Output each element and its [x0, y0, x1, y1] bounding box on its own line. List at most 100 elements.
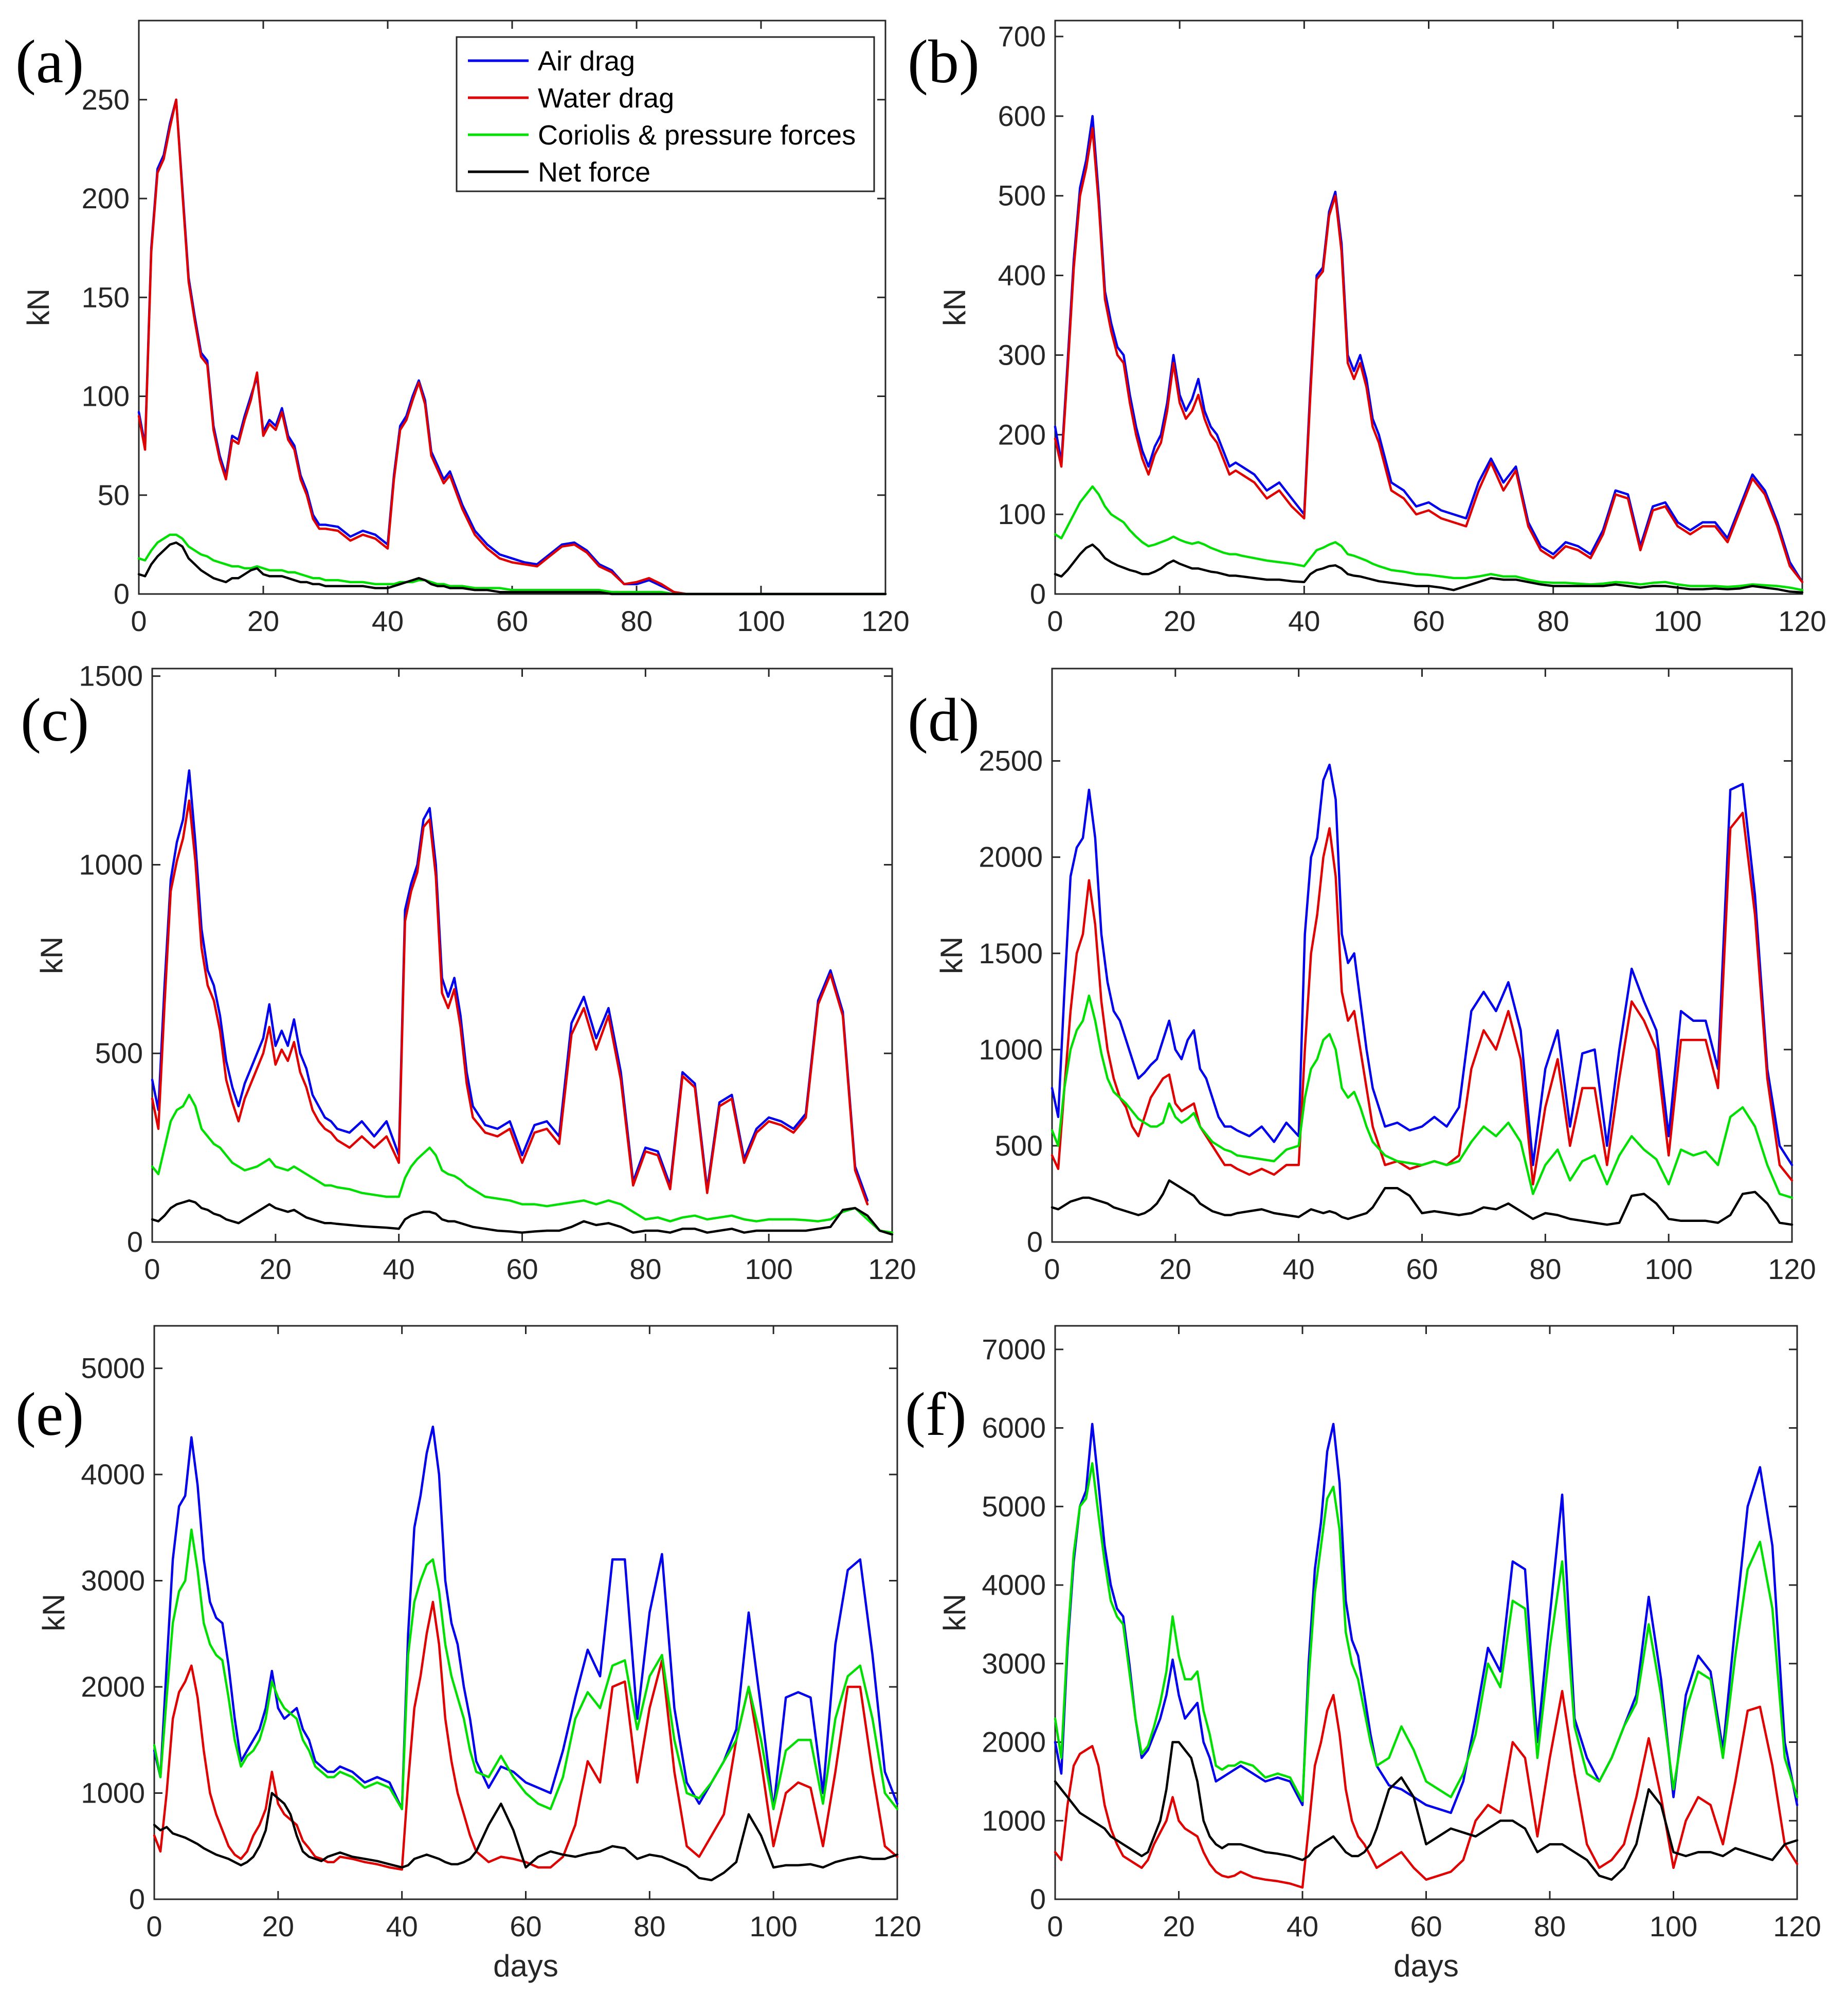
series-coriolis-line [151, 1093, 894, 1234]
series-air-line [151, 769, 869, 1202]
y-tick-label: 700 [998, 20, 1046, 52]
panel-label: (b) [908, 27, 980, 96]
legend-entry: Net force [538, 157, 650, 188]
x-tick-label: 80 [1537, 605, 1569, 637]
series-water-line [151, 799, 869, 1205]
x-tick-label: 20 [1164, 605, 1196, 637]
y-tick-label: 1000 [979, 1033, 1043, 1066]
y-tick-label: 250 [82, 83, 130, 116]
y-tick-label: 4000 [982, 1569, 1046, 1601]
x-tick-label: 100 [1654, 605, 1701, 637]
y-tick-label: 500 [995, 1129, 1043, 1162]
x-tick-label: 120 [868, 1253, 916, 1285]
panel-label: (c) [21, 686, 89, 754]
x-tick-label: 40 [1287, 1910, 1318, 1942]
y-tick-label: 200 [82, 182, 130, 214]
x-tick-label: 80 [629, 1253, 661, 1285]
series-coriolis-line [1054, 1462, 1799, 1803]
x-tick-label: 100 [737, 605, 785, 637]
x-tick-label: 20 [247, 605, 279, 637]
axes-frame [153, 1325, 898, 1900]
panel-label: (f) [905, 1380, 967, 1448]
panel-label: (e) [15, 1380, 84, 1448]
y-axis-label: kN [937, 1594, 972, 1631]
y-tick-label: 100 [82, 380, 130, 412]
series-water-line [1054, 127, 1804, 584]
y-axis-label: kN [937, 289, 972, 326]
y-tick-label: 3000 [982, 1647, 1046, 1680]
series-coriolis-line [137, 533, 887, 596]
x-axis-label: days [1393, 1949, 1459, 1983]
x-tick-label: 80 [633, 1910, 665, 1942]
x-tick-label: 0 [1044, 1253, 1060, 1285]
y-tick-label: 0 [114, 578, 130, 610]
y-tick-label: 500 [998, 179, 1046, 212]
y-tick-label: 5000 [982, 1490, 1046, 1522]
x-tick-label: 60 [506, 1253, 538, 1285]
y-tick-label: 300 [998, 338, 1046, 371]
y-tick-label: 0 [1030, 578, 1046, 610]
series-net-line [1054, 1741, 1799, 1881]
series-water-line [137, 98, 887, 596]
y-axis-label: kN [34, 937, 69, 974]
y-tick-label: 1000 [982, 1804, 1046, 1837]
y-tick-label: 3000 [81, 1564, 145, 1597]
series-coriolis-line [1054, 485, 1804, 591]
panel-d: 0 20 40 60 80 100 120 0 500 1000 1500 2000 2500 kN [934, 668, 1816, 1285]
axes-frame [1054, 1325, 1798, 1900]
x-tick-label: 120 [1773, 1910, 1821, 1942]
series-water-line [153, 1600, 899, 1871]
x-tick-label: 40 [1288, 605, 1320, 637]
x-tick-label: 80 [1534, 1910, 1566, 1942]
y-tick-label: 600 [998, 100, 1046, 132]
y-tick-label: 5000 [81, 1352, 145, 1384]
legend-box [456, 36, 875, 192]
x-tick-label: 120 [861, 605, 909, 637]
x-tick-label: 40 [1283, 1253, 1315, 1285]
series-net-line [153, 1792, 899, 1882]
x-tick-label: 40 [386, 1910, 418, 1942]
axes-frame [1054, 20, 1803, 595]
y-tick-label: 2000 [81, 1670, 145, 1703]
y-tick-label: 1000 [79, 848, 143, 880]
series-water-line [1054, 1689, 1799, 1889]
y-tick-label: 0 [1027, 1226, 1043, 1258]
x-tick-label: 20 [1163, 1910, 1194, 1942]
x-tick-label: 60 [510, 1910, 541, 1942]
x-tick-label: 100 [745, 1253, 792, 1285]
x-tick-label: 20 [262, 1910, 294, 1942]
axes-frame [1051, 668, 1793, 1243]
y-tick-label: 100 [998, 498, 1046, 530]
y-axis-label: kN [37, 1594, 71, 1631]
series-net-line [1054, 543, 1804, 594]
x-tick-label: 100 [1650, 1910, 1697, 1942]
x-tick-label: 100 [1644, 1253, 1692, 1285]
y-tick-label: 1500 [979, 937, 1043, 969]
x-tick-label: 40 [372, 605, 404, 637]
x-tick-label: 0 [1047, 1910, 1063, 1942]
y-tick-label: 1500 [79, 660, 143, 692]
x-axis-label: days [493, 1949, 558, 1983]
panel-label: (a) [15, 27, 84, 96]
legend-entry: Air drag [538, 46, 635, 77]
x-tick-label: 60 [1406, 1253, 1438, 1285]
x-tick-label: 0 [1047, 605, 1063, 637]
x-tick-label: 120 [873, 1910, 921, 1942]
x-tick-label: 80 [621, 605, 653, 637]
y-tick-label: 0 [129, 1883, 145, 1915]
y-tick-label: 0 [1030, 1883, 1046, 1915]
x-tick-label: 40 [383, 1253, 415, 1285]
y-tick-label: 4000 [81, 1458, 145, 1490]
x-tick-label: 100 [749, 1910, 797, 1942]
y-tick-label: 200 [998, 418, 1046, 451]
series-air-line [1051, 763, 1794, 1166]
x-tick-label: 60 [496, 605, 528, 637]
x-tick-label: 120 [1778, 605, 1826, 637]
y-axis-label: kN [21, 289, 56, 326]
y-tick-label: 2000 [979, 841, 1043, 873]
y-tick-label: 6000 [982, 1412, 1046, 1444]
legend-entry: Water drag [538, 83, 674, 114]
series-air-line [153, 1425, 899, 1810]
legend-entry: Coriolis & pressure forces [538, 120, 856, 151]
